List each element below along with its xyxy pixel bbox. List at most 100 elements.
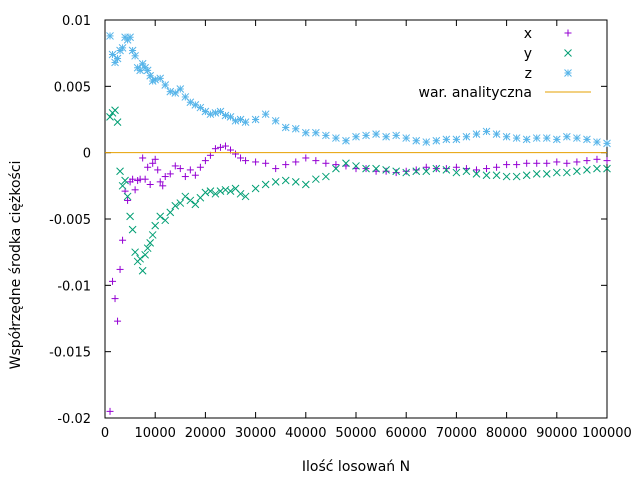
data-point-x: [242, 157, 250, 165]
data-point-y: [161, 216, 170, 225]
data-point-z: [138, 59, 147, 68]
data-point-x: [302, 154, 310, 162]
data-point-z: [573, 134, 581, 142]
data-point-z: [562, 132, 571, 141]
data-point-y: [482, 171, 491, 180]
data-point-y: [128, 225, 137, 234]
data-point-x: [472, 166, 480, 174]
data-point-y: [151, 221, 160, 230]
data-point-y: [111, 106, 119, 115]
data-point-z: [372, 130, 380, 138]
data-point-z: [532, 134, 541, 142]
data-point-x: [146, 181, 154, 189]
data-point-x: [211, 145, 219, 153]
data-point-x: [201, 157, 209, 165]
data-point-y: [148, 231, 157, 239]
data-point-x: [412, 166, 420, 174]
data-point-y: [542, 170, 551, 178]
data-point-y: [472, 170, 481, 178]
data-point-y: [143, 244, 152, 253]
data-point-z: [442, 135, 451, 144]
data-point-x: [124, 196, 132, 204]
data-point-y: [116, 167, 124, 176]
legend-label: war. analityczna: [419, 85, 532, 101]
data-point-z: [226, 112, 235, 121]
data-point-x: [129, 175, 137, 183]
legend-swatch-y: [564, 49, 572, 57]
data-point-x: [144, 163, 152, 171]
data-point-x: [166, 170, 174, 178]
data-point-z: [402, 134, 411, 142]
data-point-y: [201, 188, 210, 197]
data-point-y: [432, 164, 441, 173]
data-point-y: [352, 162, 360, 170]
y-tick-label: -0.005: [49, 213, 91, 228]
data-point-y: [573, 167, 581, 176]
data-point-x: [603, 157, 611, 165]
x-tick-label: 60000: [386, 426, 427, 441]
y-tick-label: 0.01: [62, 14, 91, 29]
x-tick-label: 30000: [235, 426, 276, 441]
x-tick-label: 0: [101, 426, 109, 441]
data-point-x: [442, 165, 450, 173]
x-tick-label: 10000: [135, 426, 176, 441]
data-point-x: [221, 142, 229, 150]
data-point-y: [382, 166, 390, 174]
data-point-z: [382, 132, 390, 141]
data-point-x: [483, 165, 491, 173]
data-point-y: [532, 170, 541, 178]
data-point-x: [237, 154, 245, 162]
data-point-x: [111, 295, 119, 303]
data-point-z: [251, 115, 260, 124]
data-point-x: [332, 161, 340, 169]
data-point-z: [603, 139, 611, 148]
data-point-x: [109, 277, 117, 285]
data-point-z: [166, 87, 175, 96]
data-point-x: [452, 163, 460, 171]
data-point-z: [113, 54, 122, 63]
data-point-z: [156, 74, 165, 83]
data-point-z: [362, 131, 370, 140]
data-point-z: [291, 124, 300, 133]
data-point-x: [216, 143, 224, 151]
data-point-y: [442, 166, 451, 174]
data-point-z: [281, 123, 290, 132]
data-point-z: [151, 75, 160, 84]
data-point-y: [422, 167, 431, 176]
x-tick-label: 80000: [486, 426, 527, 441]
data-point-x: [322, 159, 330, 167]
series-z: [106, 32, 611, 148]
data-point-y: [372, 164, 380, 173]
data-point-z: [552, 135, 561, 144]
data-point-y: [583, 166, 591, 174]
data-point-y: [166, 208, 175, 217]
data-point-y: [136, 254, 144, 263]
legend-label: x: [524, 26, 532, 42]
data-point-z: [482, 127, 491, 136]
data-point-z: [126, 33, 134, 42]
y-tick-label: -0.02: [57, 412, 91, 427]
data-point-x: [106, 407, 114, 415]
data-point-z: [261, 110, 270, 119]
data-point-z: [502, 132, 511, 141]
data-point-x: [282, 161, 290, 169]
x-tick-label: 20000: [185, 426, 226, 441]
y-axis-ticks: 0.01 0.005 0 -0.005 -0.01 -0.015 -0.02: [49, 14, 607, 427]
data-point-x: [151, 155, 159, 163]
data-point-z: [196, 103, 205, 112]
data-point-y: [141, 250, 150, 259]
data-point-x: [553, 158, 561, 166]
data-point-x: [292, 158, 300, 166]
y-tick-label: -0.015: [49, 346, 91, 361]
data-point-y: [211, 189, 220, 198]
data-point-y: [412, 167, 421, 176]
data-point-y: [593, 164, 601, 173]
data-point-x: [382, 167, 390, 175]
data-point-y: [452, 168, 461, 177]
data-point-z: [432, 136, 441, 145]
data-point-z: [171, 89, 180, 97]
data-point-z: [522, 135, 531, 144]
data-point-x: [523, 159, 531, 167]
data-point-x: [161, 173, 169, 181]
data-point-y: [492, 171, 501, 180]
